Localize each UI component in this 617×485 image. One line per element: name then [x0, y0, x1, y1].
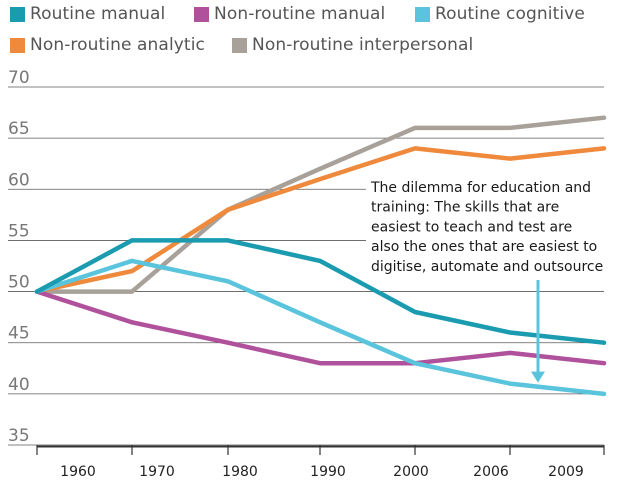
- legend-label-routine-manual: Routine manual: [30, 4, 166, 24]
- annotation-background: [366, 176, 610, 280]
- legend-label-non-routine-manual: Non-routine manual: [214, 4, 386, 24]
- legend: Routine manual Non-routine manual Routin…: [0, 0, 617, 62]
- point-routine-cognitive-1970: [130, 258, 134, 263]
- legend-swatch-non-routine-interpersonal: [232, 37, 247, 53]
- point-non-routine-analytic-1990: [318, 177, 322, 182]
- y-axis-ticks: 35 40 45 50 55 60 65 70: [8, 68, 30, 446]
- point-non-routine-analytic-2006: [508, 156, 512, 161]
- point-non-routine-interpersonal-1990: [318, 166, 322, 171]
- legend-swatch-non-routine-manual: [194, 6, 209, 22]
- point-routine-cognitive-1990: [318, 320, 322, 325]
- point-non-routine-manual-1990: [318, 361, 322, 366]
- point-non-routine-analytic-2000: [413, 146, 417, 151]
- series-lines: [34, 115, 607, 397]
- point-non-routine-interpersonal-2006: [508, 125, 512, 130]
- x-tick-label-2000: 2000: [393, 464, 429, 480]
- point-routine-manual-2006: [508, 330, 512, 335]
- annotation: The dilemma for education and training: T…: [366, 176, 610, 383]
- legend-swatch-routine-cognitive: [415, 6, 430, 22]
- point-routine-manual-1970: [130, 238, 134, 243]
- point-routine-cognitive-2006: [508, 381, 512, 386]
- annotation-line-4: also the ones that are easiest to: [371, 239, 597, 255]
- annotation-arrow-head: [531, 371, 545, 383]
- legend-swatch-routine-manual: [10, 6, 25, 22]
- y-tick-label-50: 50: [8, 273, 30, 293]
- point-non-routine-analytic-1980: [226, 207, 230, 212]
- y-tick-label-55: 55: [8, 221, 30, 241]
- legend-item-non-routine-interpersonal: Non-routine interpersonal: [232, 31, 473, 59]
- legend-item-routine-cognitive: Routine cognitive: [415, 0, 585, 28]
- point-non-routine-interpersonal-1970: [130, 289, 134, 294]
- y-tick-label-35: 35: [8, 426, 30, 446]
- point-non-routine-manual-1980: [226, 340, 230, 345]
- annotation-line-2: training: The skills that are: [371, 200, 559, 216]
- point-non-routine-interpersonal-2009: [602, 115, 606, 120]
- point-routine-cognitive-2000: [413, 361, 417, 366]
- legend-label-non-routine-analytic: Non-routine analytic: [30, 35, 205, 55]
- x-tick-label-1970: 1970: [139, 464, 175, 480]
- point-non-routine-analytic-2009: [602, 146, 606, 151]
- series-line-routine-cognitive: [34, 258, 607, 397]
- point-non-routine-interpersonal-2000: [413, 125, 417, 130]
- y-tick-label-65: 65: [8, 119, 30, 139]
- legend-item-non-routine-manual: Non-routine manual: [194, 0, 385, 28]
- x-tick-label-2009: 2009: [548, 464, 584, 480]
- point-routine-cognitive-2009: [602, 391, 606, 396]
- point-non-routine-analytic-1970: [130, 269, 134, 274]
- y-tick-label-40: 40: [8, 375, 30, 395]
- x-tick-label-1980: 1980: [222, 464, 258, 480]
- legend-item-routine-manual: Routine manual: [10, 0, 165, 28]
- legend-label-routine-cognitive: Routine cognitive: [435, 4, 585, 24]
- legend-swatch-non-routine-analytic: [10, 37, 25, 53]
- point-non-routine-manual-2006: [508, 350, 512, 355]
- point-routine-manual-1980: [226, 238, 230, 243]
- x-tick-label-2006: 2006: [473, 464, 509, 480]
- annotation-line-1: The dilemma for education and: [370, 180, 591, 196]
- point-routine-manual-2000: [413, 310, 417, 315]
- point-non-routine-manual-2009: [602, 361, 606, 366]
- x-tick-label-1960: 1960: [60, 464, 96, 480]
- point-routine-manual-2009: [602, 340, 606, 345]
- x-axis: 1960 1970 1980 1990 2000 2006 2009: [36, 445, 605, 480]
- series-line-non-routine-manual: [34, 289, 607, 366]
- point-routine-cognitive-1980: [226, 279, 230, 284]
- point-non-routine-manual-1970: [130, 320, 134, 325]
- point-routine-manual-1990: [318, 258, 322, 263]
- y-tick-label-45: 45: [8, 324, 30, 344]
- annotation-line-5: digitise, automate and outsource: [371, 259, 603, 275]
- legend-label-non-routine-interpersonal: Non-routine interpersonal: [252, 35, 474, 55]
- legend-item-non-routine-analytic: Non-routine analytic: [10, 31, 205, 59]
- y-tick-label-70: 70: [8, 68, 30, 88]
- point-routine-manual-1960: [35, 289, 39, 294]
- y-tick-label-60: 60: [8, 170, 30, 190]
- annotation-line-3: easiest to teach and test are: [371, 219, 572, 235]
- x-tick-label-1990: 1990: [310, 464, 346, 480]
